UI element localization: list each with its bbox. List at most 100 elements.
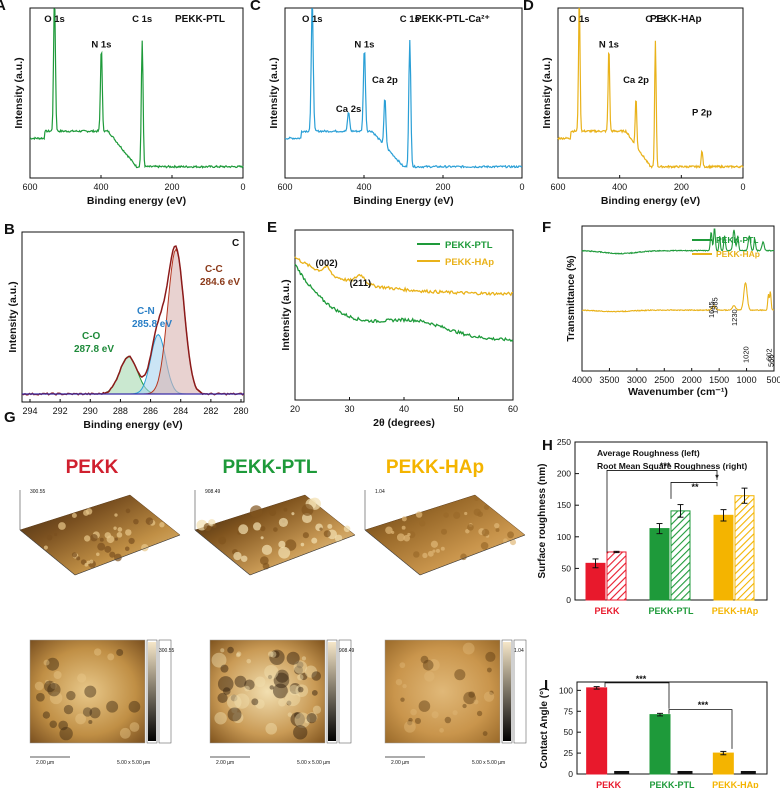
panel-label-D: D xyxy=(523,0,534,14)
afm-2d-grain xyxy=(485,651,496,662)
xps-x-A-tick-label: 600 xyxy=(22,182,37,192)
afm-2d-grain xyxy=(93,648,102,656)
afm-3d-x-axis xyxy=(194,529,251,576)
afm-3d-y-axis xyxy=(74,534,181,576)
afm-3d-grain xyxy=(54,532,58,536)
afm-2d-grain xyxy=(468,691,475,698)
ftir-x-tick-label: 3000 xyxy=(627,375,647,385)
afm-2d-grain xyxy=(311,689,318,696)
peak-label: Ca 2p xyxy=(372,75,398,86)
afm-2d-grain xyxy=(82,707,93,717)
afm-3d-grain xyxy=(260,536,264,540)
afm-colorbar-fill xyxy=(148,642,156,741)
afm-2d-grain xyxy=(272,683,288,699)
sig-bracket-2 xyxy=(668,709,733,749)
c1s-x-tick-label: 292 xyxy=(53,406,68,416)
afm-2d-grain xyxy=(128,700,141,713)
afm-3d-grain xyxy=(133,518,139,525)
bar-PEKK-PTL-left xyxy=(649,714,671,775)
afm-3d-grain xyxy=(249,505,263,518)
afm-2d-grain xyxy=(294,712,311,729)
afm-3d-grain xyxy=(474,496,479,502)
afm-2d-grain xyxy=(254,699,265,709)
afm-2d-grain xyxy=(422,659,434,671)
y-tick-label: 50 xyxy=(564,727,574,737)
bar-axes-I xyxy=(576,681,768,775)
xrd-peak-002: (002) xyxy=(316,258,338,269)
afm-3d-grain xyxy=(385,526,393,534)
afm-2d-grain xyxy=(222,687,231,695)
peak-label: Ca 2p xyxy=(623,75,649,86)
afm-3d-grain xyxy=(84,535,91,542)
xps-x-D-tick-label: 0 xyxy=(740,182,745,192)
afm-2d-grain xyxy=(270,651,277,658)
afm-3d-zmax: 1.04 xyxy=(375,489,385,495)
afm-3d-grain xyxy=(327,523,333,529)
afm-histogram-box xyxy=(513,639,527,744)
panel-label-B: B xyxy=(4,221,15,238)
afm-colorbar xyxy=(326,639,338,744)
ftir-peak-1585: 1585 xyxy=(710,297,719,314)
category-label-0: PEKK xyxy=(594,606,620,616)
afm-2d-grain xyxy=(119,727,131,739)
afm-2d-grain xyxy=(227,707,242,722)
ftir-curve-ptl xyxy=(581,228,775,255)
legend-label-hap: PEKK-HAp xyxy=(716,249,760,259)
afm-2d-grain xyxy=(287,712,293,717)
afm-3d-grain xyxy=(99,537,104,542)
afm-2d-grain xyxy=(47,683,61,697)
c1s-value-co: 287.8 eV xyxy=(74,344,114,355)
ftir-axes xyxy=(581,225,775,372)
xps-x-A-tick-label: 0 xyxy=(240,182,245,192)
peak-label: N 1s xyxy=(91,40,111,51)
afm-2d-grain xyxy=(84,685,97,698)
y-tick-label: 50 xyxy=(562,563,572,573)
afm-2d-grain xyxy=(444,716,452,724)
afm-2d-zmax: 1.04 xyxy=(514,648,524,654)
afm-3d-grain xyxy=(104,532,111,539)
bar-ylabel-H: Surface roughness (nm) xyxy=(537,463,548,578)
y-tick-label: 150 xyxy=(557,500,571,510)
peak-label: P 2p xyxy=(692,107,712,118)
afm-2d-grain xyxy=(297,674,304,681)
xps-ylabel-D: Intensity (a.u.) xyxy=(541,57,553,128)
xrd-xlabel: 2θ (degrees) xyxy=(373,417,435,429)
afm-3d-grain xyxy=(494,522,500,529)
afm-3d-grain xyxy=(141,543,149,552)
ftir-peak-566: 566 xyxy=(766,354,775,367)
afm-3d-grain xyxy=(71,513,77,518)
afm-2d-grain xyxy=(304,665,318,678)
afm-3d-grain xyxy=(440,528,448,535)
afm-2d-zmax: 908.49 xyxy=(339,648,355,654)
afm-3d-grain xyxy=(443,512,449,518)
afm-2d-grain xyxy=(400,697,405,702)
sig-bracket-1 xyxy=(606,470,718,553)
c1s-x-tick-label: 288 xyxy=(113,406,128,416)
afm-title-1: PEKK-PTL xyxy=(223,457,318,478)
afm-3d-grain xyxy=(407,532,411,537)
xrd-x-tick-label: 30 xyxy=(344,404,354,414)
afm-3d-grain xyxy=(114,513,118,517)
afm-2d-grain xyxy=(293,725,308,740)
afm-3d-grain xyxy=(467,523,474,531)
xps-curve-A xyxy=(29,8,244,169)
afm-2d-grain xyxy=(414,717,422,724)
peak-label: C 1s xyxy=(132,14,152,25)
panel-label-E: E xyxy=(267,219,277,236)
afm-3d-grain xyxy=(391,530,395,535)
sig-bracket-1 xyxy=(604,682,670,709)
afm-3d-grain xyxy=(124,546,130,551)
category-label-1: PEKK-PTL xyxy=(650,780,696,788)
afm-3d-grain xyxy=(415,511,423,518)
afm-3d-grain xyxy=(145,517,154,525)
ftir-x-tick-label: 4000 xyxy=(572,375,592,385)
afm-3d-grain xyxy=(430,540,439,548)
afm-3d-grain xyxy=(301,503,314,516)
afm-2d-grain xyxy=(286,651,300,665)
afm-3d-grain xyxy=(343,525,351,533)
afm-2d-grain xyxy=(59,726,73,741)
xps-xlabel-A: Binding energy (eV) xyxy=(87,195,186,207)
afm-2d-grain xyxy=(486,667,492,673)
xps-x-A-tick-label: 400 xyxy=(93,182,108,192)
afm-2d-grain xyxy=(77,673,87,683)
